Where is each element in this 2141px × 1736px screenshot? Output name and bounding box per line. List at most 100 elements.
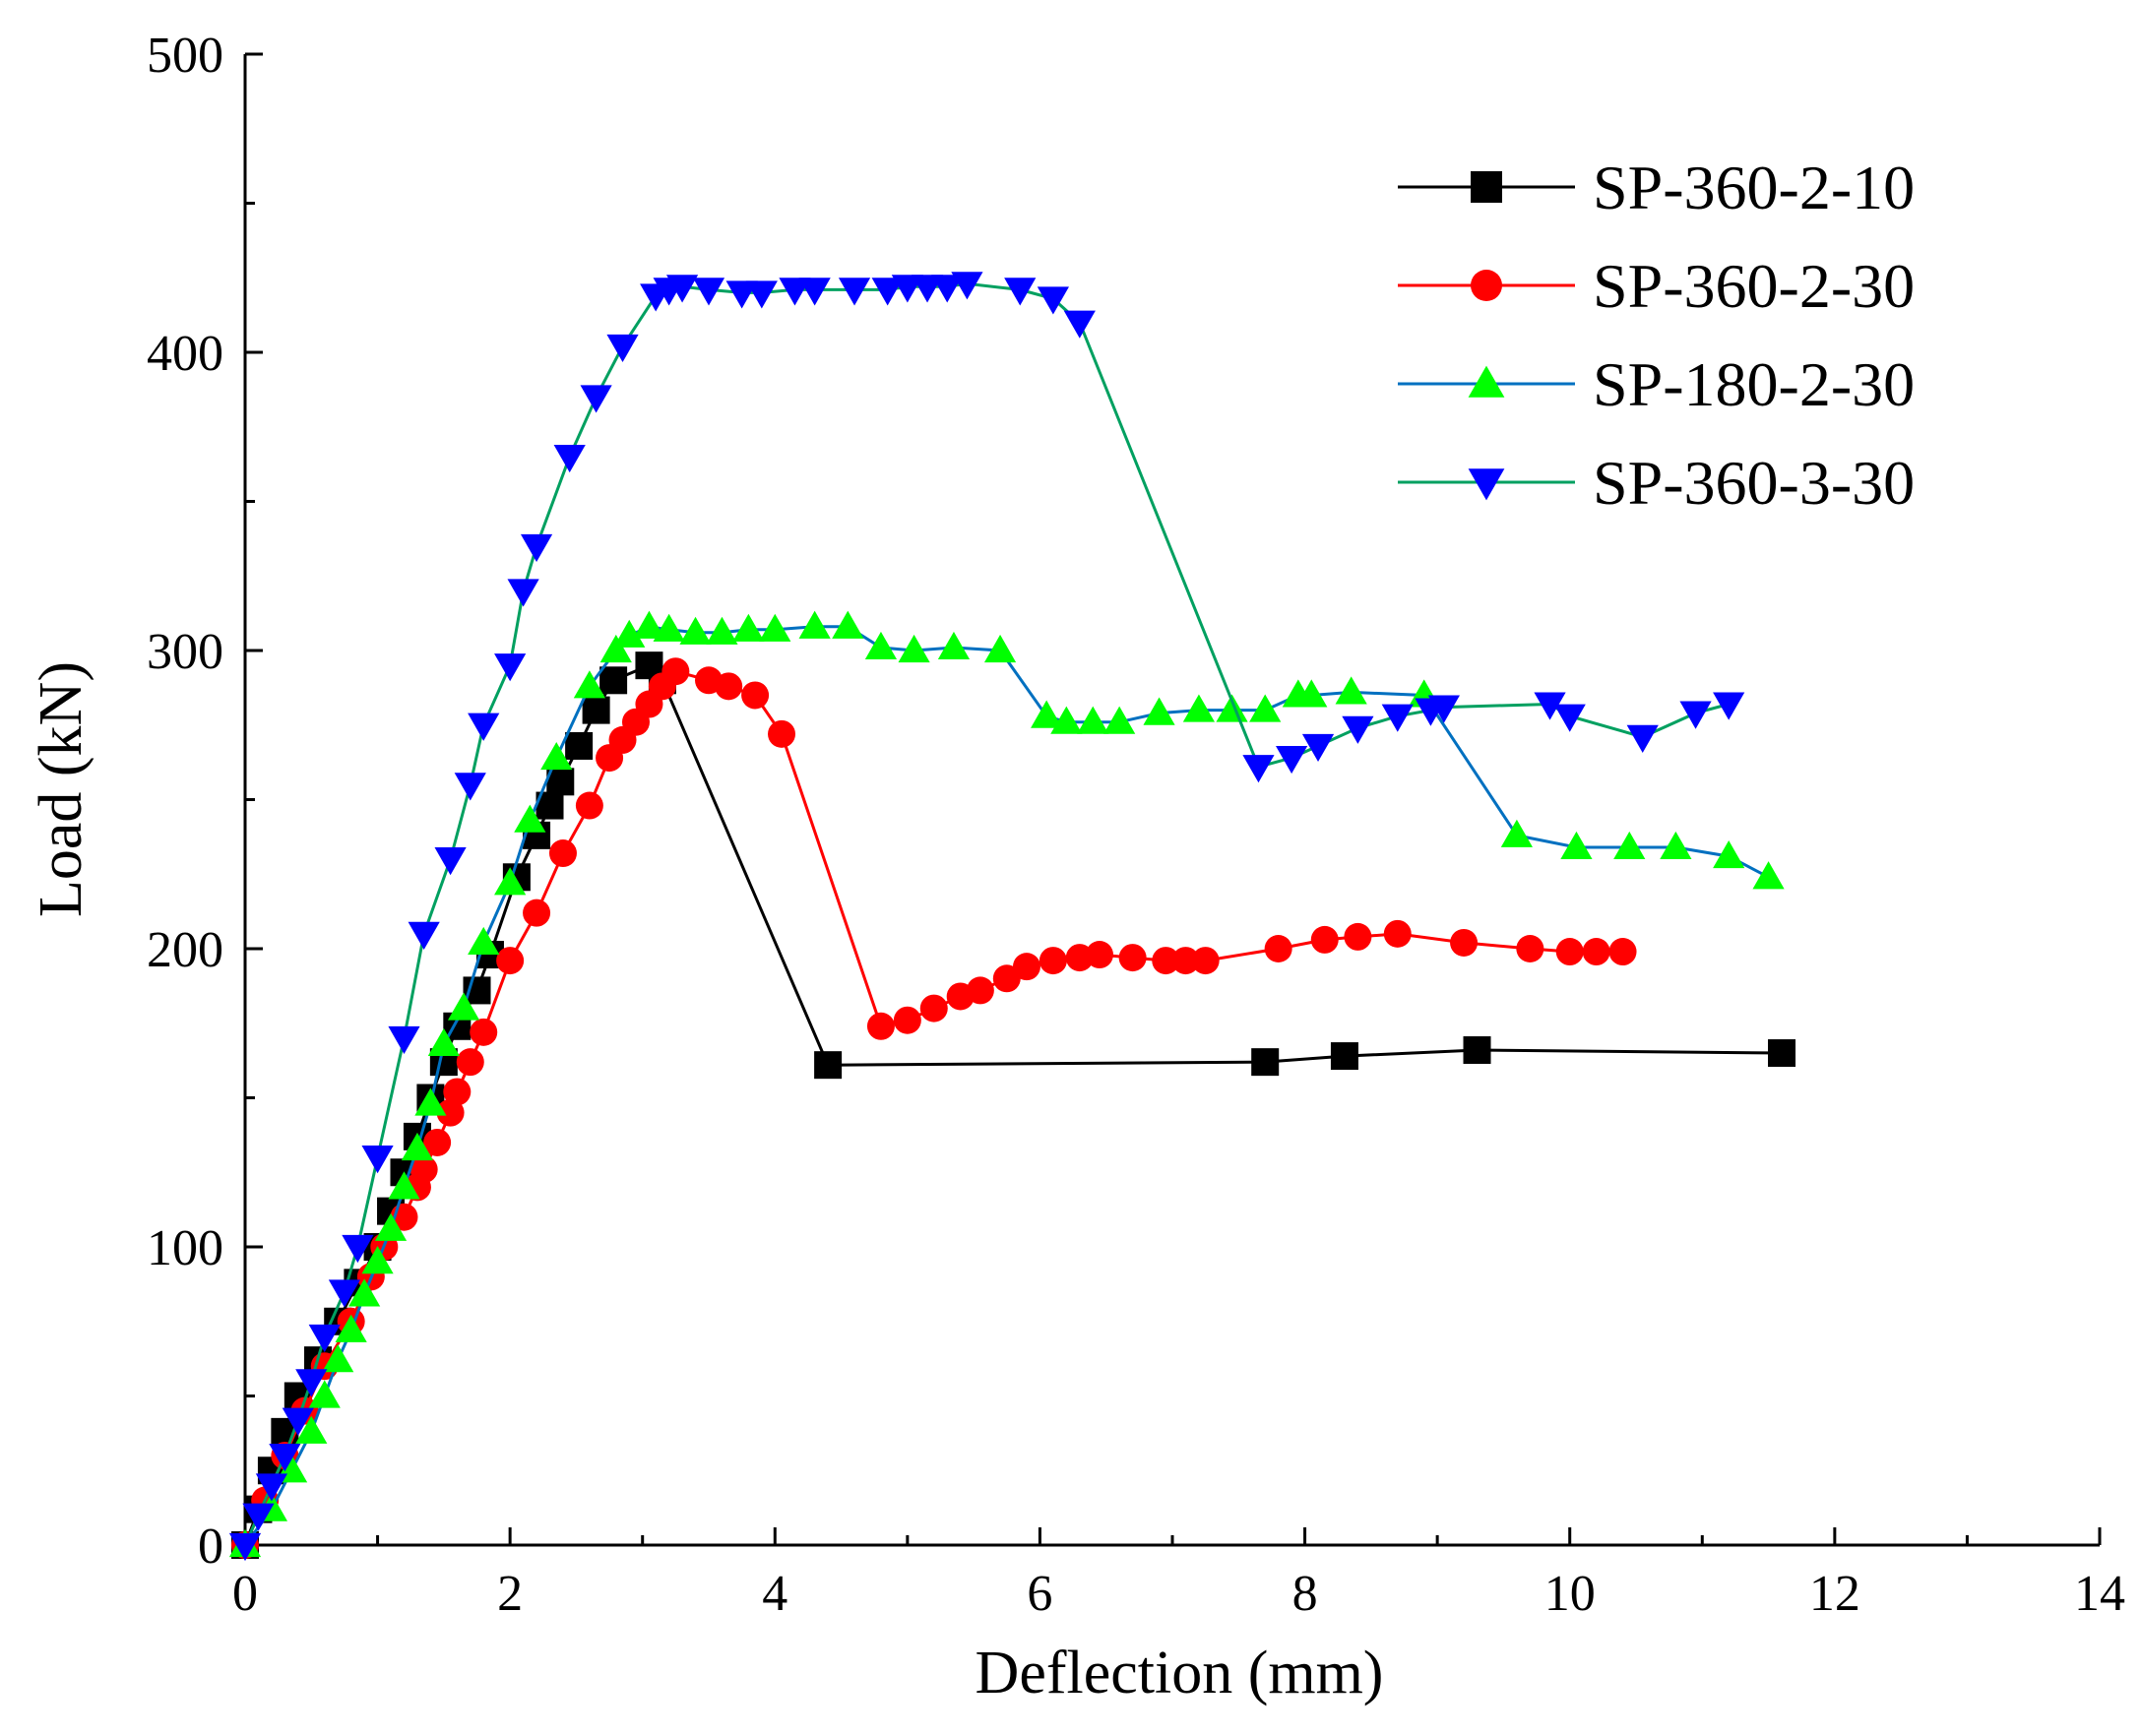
- data-point: [1768, 1039, 1796, 1068]
- data-point: [1039, 947, 1067, 975]
- data-point: [1171, 947, 1200, 975]
- data-point: [496, 947, 525, 975]
- data-point: [565, 731, 594, 760]
- y-tick-label: 200: [147, 922, 223, 978]
- legend-label: SP-360-2-10: [1593, 153, 1915, 222]
- y-tick-label: 0: [198, 1519, 223, 1575]
- data-point: [470, 1018, 498, 1046]
- data-point: [725, 280, 758, 309]
- data-point: [282, 1407, 314, 1436]
- data-point: [361, 1246, 394, 1274]
- data-point: [468, 713, 500, 741]
- data-point: [871, 278, 904, 306]
- legend-entry: SP-360-2-10: [1398, 153, 1915, 222]
- data-point: [308, 1324, 341, 1352]
- data-point: [1182, 694, 1216, 722]
- data-point: [931, 275, 964, 303]
- data-point: [1242, 755, 1275, 783]
- data-point: [745, 280, 778, 309]
- data-point: [1713, 692, 1745, 720]
- data-point: [328, 1279, 361, 1308]
- data-point: [1031, 700, 1063, 728]
- data-point: [1103, 706, 1136, 734]
- y-tick-label: 100: [147, 1220, 223, 1276]
- data-point: [1191, 947, 1220, 975]
- data-point: [898, 634, 930, 663]
- y-tick-label: 300: [147, 624, 223, 680]
- data-point: [1330, 1042, 1358, 1071]
- data-point: [388, 1025, 420, 1054]
- data-point: [1560, 831, 1593, 860]
- data-point: [228, 1532, 262, 1562]
- data-point: [342, 1234, 374, 1264]
- data-point: [599, 634, 632, 663]
- data-point: [715, 672, 743, 701]
- data-point: [1383, 919, 1412, 948]
- data-point: [1077, 706, 1109, 734]
- data-point: [1152, 947, 1180, 975]
- x-tick-label: 8: [1292, 1566, 1318, 1622]
- data-point: [1613, 831, 1646, 860]
- data-point: [520, 533, 553, 563]
- x-tick-label: 0: [232, 1566, 258, 1622]
- data-point: [1608, 938, 1637, 966]
- data-point: [1004, 278, 1037, 306]
- data-point: [1427, 695, 1460, 723]
- series-line: [243, 663, 1783, 1546]
- data-point: [409, 1155, 438, 1184]
- series-line: [243, 281, 1730, 1546]
- data-point: [1679, 701, 1712, 729]
- legend-marker: [1468, 365, 1505, 398]
- data-point: [1143, 697, 1175, 725]
- data-point: [1216, 694, 1248, 722]
- legend-marker: [1471, 270, 1502, 301]
- data-point: [507, 579, 539, 607]
- x-tick-label: 10: [1544, 1566, 1596, 1622]
- data-point: [348, 1278, 381, 1307]
- data-point: [937, 631, 971, 660]
- data-point: [494, 867, 527, 896]
- data-point: [582, 696, 610, 724]
- data-point: [295, 1415, 328, 1444]
- data-point: [388, 1171, 420, 1200]
- legend-label: SP-360-2-30: [1593, 251, 1915, 321]
- data-point: [1251, 1048, 1280, 1077]
- data-point: [548, 839, 577, 868]
- data-point: [1118, 944, 1147, 972]
- data-point: [374, 1212, 408, 1241]
- legend-label: SP-360-3-30: [1593, 448, 1915, 518]
- legend-entry: SP-360-2-30: [1398, 251, 1915, 321]
- x-tick-label: 4: [762, 1566, 787, 1622]
- data-point: [1012, 953, 1040, 981]
- legend-entry: SP-180-2-30: [1398, 349, 1915, 419]
- data-point: [523, 899, 551, 927]
- data-point: [692, 278, 725, 306]
- data-point: [1555, 938, 1584, 966]
- data-point: [1050, 706, 1083, 734]
- data-point: [454, 773, 486, 801]
- data-point: [832, 610, 864, 639]
- x-tick-label: 6: [1027, 1566, 1052, 1622]
- data-point: [573, 670, 605, 699]
- data-point: [1752, 861, 1785, 890]
- data-point: [1516, 935, 1544, 962]
- y-tick-label: 400: [147, 326, 223, 382]
- data-point: [798, 610, 831, 639]
- data-point: [269, 1444, 301, 1472]
- data-point: [1342, 715, 1374, 744]
- data-point: [1295, 679, 1328, 708]
- data-point: [1264, 935, 1292, 962]
- data-point: [575, 791, 603, 820]
- x-axis-title: Deflection (mm): [976, 1640, 1384, 1706]
- legend-marker: [1471, 171, 1502, 203]
- data-point: [427, 1027, 460, 1057]
- series-sp-360-3-30: [228, 272, 1745, 1562]
- data-point: [408, 921, 440, 950]
- axes: 0 2 4 6 8 10 12 14 0 100 200 300 400 500: [147, 28, 2125, 1622]
- data-point: [951, 272, 983, 300]
- data-point: [468, 926, 500, 956]
- data-point: [308, 1380, 341, 1408]
- data-point: [322, 1344, 354, 1373]
- data-point: [1381, 704, 1414, 732]
- data-point: [1335, 676, 1367, 705]
